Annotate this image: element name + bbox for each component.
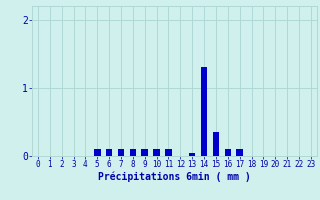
- X-axis label: Précipitations 6min ( mm ): Précipitations 6min ( mm ): [98, 172, 251, 182]
- Bar: [153, 149, 160, 156]
- Bar: [213, 132, 219, 156]
- Bar: [118, 149, 124, 156]
- Bar: [130, 149, 136, 156]
- Bar: [189, 153, 196, 156]
- Bar: [141, 149, 148, 156]
- Bar: [106, 149, 112, 156]
- Bar: [201, 67, 207, 156]
- Bar: [165, 149, 172, 156]
- Bar: [225, 149, 231, 156]
- Bar: [94, 149, 100, 156]
- Bar: [236, 149, 243, 156]
